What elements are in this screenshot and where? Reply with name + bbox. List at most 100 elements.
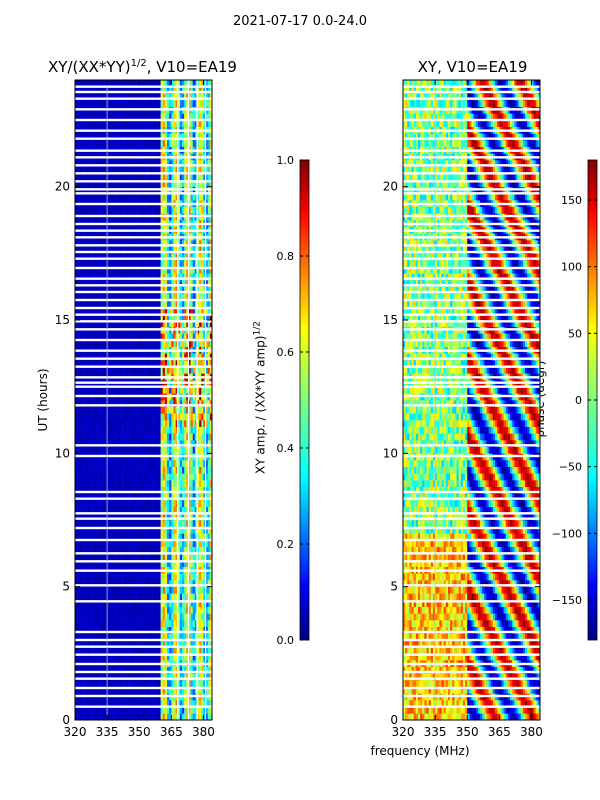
- amp-heatmap-cell: [130, 540, 134, 547]
- amp-heatmap-cell: [85, 680, 89, 687]
- amp-heatmap-cell: [77, 240, 80, 247]
- amp-heatmap-cell: [171, 466, 174, 474]
- amp-heatmap-cell: [128, 573, 131, 581]
- amp-heatmap-cell: [77, 500, 80, 507]
- amp-heatmap-cell: [122, 433, 125, 441]
- amp-heatmap-cell: [122, 633, 125, 641]
- amp-heatmap-cell: [164, 520, 168, 527]
- amp-heatmap-cell: [179, 506, 183, 514]
- amp-heatmap-cell: [126, 680, 129, 687]
- amp-heatmap-cell: [92, 360, 95, 367]
- amp-heatmap-cell: [192, 686, 196, 694]
- amp-heatmap-cell: [130, 580, 134, 587]
- amp-heatmap-cell: [167, 273, 170, 281]
- amp-heatmap-cell: [128, 340, 131, 347]
- amp-heatmap-cell: [160, 420, 164, 427]
- amp-heatmap-cell: [115, 340, 119, 347]
- amp-heatmap-cell: [107, 686, 110, 694]
- amp-heatmap-cell: [190, 513, 194, 521]
- amp-heatmap-cell: [79, 313, 82, 321]
- amp-heatmap-cell: [158, 593, 161, 601]
- amp-heatmap-cell: [192, 573, 196, 581]
- amp-heatmap-cell: [124, 460, 127, 467]
- amp-heatmap-cell: [203, 273, 206, 281]
- amp-heatmap-cell: [83, 460, 86, 467]
- amp-heatmap-cell: [115, 293, 119, 301]
- amp-heatmap-cell: [85, 466, 89, 474]
- amp-heatmap-cell: [92, 500, 95, 507]
- amp-heatmap-cell: [190, 700, 194, 707]
- amp-heatmap-cell: [104, 686, 108, 694]
- amp-heatmap-cell: [162, 700, 166, 707]
- amp-heatmap-cell: [83, 560, 86, 567]
- amp-heatmap-cell: [167, 240, 170, 247]
- amp-heatmap-cell: [173, 440, 176, 447]
- amp-heatmap-cell: [139, 506, 142, 514]
- amp-heatmap-cell: [207, 686, 211, 694]
- amp-heatmap-cell: [92, 353, 95, 361]
- amp-heatmap-cell: [96, 573, 99, 581]
- amp-heatmap-cell: [124, 666, 127, 674]
- amp-heatmap-cell: [134, 366, 138, 374]
- amp-heatmap-cell: [162, 360, 166, 367]
- amp-heatmap-cell: [182, 626, 185, 634]
- amp-heatmap-cell: [104, 706, 108, 714]
- amp-heatmap-cell: [98, 613, 101, 621]
- amp-heatmap-cell: [162, 246, 166, 254]
- amp-heatmap-cell: [126, 586, 129, 594]
- amp-heatmap-cell: [137, 473, 140, 481]
- amp-heatmap-cell: [145, 333, 149, 341]
- amp-heatmap-cell: [173, 713, 176, 721]
- amp-heatmap-cell: [205, 406, 209, 414]
- amp-heatmap-cell: [182, 520, 185, 527]
- amp-heatmap-cell: [128, 260, 131, 267]
- amp-heatmap-cell: [137, 700, 140, 707]
- amp-heatmap-cell: [182, 580, 185, 587]
- amp-heatmap-cell: [143, 593, 146, 601]
- amp-heatmap-cell: [197, 420, 200, 427]
- amp-heatmap-cell: [147, 520, 151, 527]
- amp-heatmap-cell: [107, 613, 110, 621]
- amp-heatmap-cell: [92, 320, 95, 327]
- amp-heatmap-cell: [145, 260, 149, 267]
- amp-heatmap-cell: [94, 673, 97, 681]
- amp-heatmap-cell: [186, 266, 189, 274]
- amp-heatmap-cell: [119, 520, 123, 527]
- amp-heatmap-cell: [79, 586, 82, 594]
- amp-heatmap-cell: [130, 473, 134, 481]
- amp-heatmap-cell: [173, 606, 176, 614]
- amp-heatmap-cell: [85, 573, 89, 581]
- amp-heatmap-cell: [77, 486, 80, 494]
- amp-heatmap-cell: [179, 700, 183, 707]
- amp-heatmap-cell: [197, 613, 200, 621]
- amp-heatmap-cell: [130, 413, 134, 421]
- amp-heatmap-cell: [102, 706, 106, 714]
- amp-heatmap-cell: [201, 240, 204, 247]
- amp-heatmap-cell: [177, 320, 181, 327]
- amp-heatmap-cell: [160, 286, 164, 294]
- amp-heatmap-cell: [177, 460, 181, 467]
- amp-heatmap-cell: [156, 600, 159, 607]
- amp-heatmap-cell: [145, 580, 149, 587]
- amp-heatmap-cell: [207, 206, 211, 214]
- amp-heatmap-cell: [192, 613, 196, 621]
- amp-heatmap-cell: [162, 540, 166, 547]
- amp-heatmap-cell: [173, 513, 176, 521]
- amp-heatmap-cell: [192, 466, 196, 474]
- amp-heatmap-cell: [109, 240, 112, 247]
- amp-heatmap-cell: [188, 613, 191, 621]
- amp-heatmap-cell: [171, 633, 174, 641]
- amp-heatmap-cell: [132, 713, 136, 721]
- amp-heatmap-cell: [124, 426, 127, 434]
- amp-heatmap-cell: [119, 553, 123, 561]
- amp-heatmap-cell: [164, 320, 168, 327]
- amp-heatmap-cell: [141, 473, 144, 481]
- amp-heatmap-cell: [201, 446, 204, 454]
- amp-heatmap-cell: [113, 386, 116, 394]
- amp-heatmap-cell: [85, 606, 89, 614]
- amp-heatmap-cell: [209, 420, 213, 427]
- amp-heatmap-cell: [147, 360, 151, 367]
- amp-heatmap-cell: [147, 533, 151, 541]
- amp-heatmap-cell: [128, 533, 131, 541]
- amp-heatmap-cell: [158, 446, 161, 454]
